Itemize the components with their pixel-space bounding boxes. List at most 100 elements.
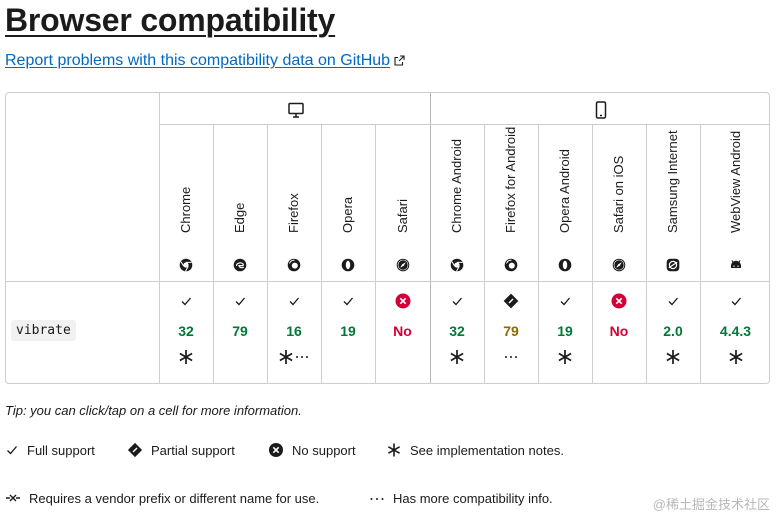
check-icon [668, 297, 678, 306]
asterisk-icon [450, 349, 464, 364]
browser-name: Firefox [286, 193, 301, 233]
asterisk-icon [279, 349, 293, 364]
legend-implementation-notes: See implementation notes. [386, 441, 564, 459]
legend-partial-support: Partial support [127, 441, 235, 459]
report-problems-link[interactable]: Report problems with this compatibility … [5, 52, 405, 70]
browser-header-safari-on-ios: Safari on iOS [592, 125, 646, 281]
support-version: 19 [340, 323, 356, 339]
browser-name: Chrome Android [449, 139, 464, 233]
compat-table: vibrate Chrome 32 Edge 79 Firefox 16 Opera 19 Sa… [5, 92, 770, 384]
legend-full-support: Full support [5, 441, 95, 459]
asterisk-icon [558, 349, 572, 364]
more-info-icon [505, 355, 517, 358]
support-cell-samsung-internet[interactable]: 2.0 [646, 282, 700, 383]
support-notes [646, 348, 700, 372]
support-notes [700, 348, 769, 372]
support-version: 16 [286, 323, 302, 339]
check-icon [181, 297, 191, 306]
opera-logo-icon [341, 258, 355, 272]
legend-notes-label: See implementation notes. [410, 442, 564, 458]
no-support-icon [269, 443, 283, 457]
support-version: 79 [503, 323, 519, 339]
opera-logo-icon [558, 258, 572, 272]
browser-name: Firefox for Android [503, 126, 518, 233]
support-version: 2.0 [663, 323, 683, 339]
browser-header-chrome: Chrome [159, 125, 213, 281]
support-cell-firefox[interactable]: 16 [267, 282, 321, 383]
asterisk-icon [179, 349, 193, 364]
support-cell-webview-android[interactable]: 4.4.3 [700, 282, 769, 383]
support-cell-edge[interactable]: 79 [213, 282, 267, 383]
asterisk-icon [388, 443, 400, 457]
support-version: No [609, 323, 629, 339]
check-icon [452, 297, 462, 306]
browser-name: Safari on iOS [611, 155, 626, 233]
support-cell-chrome[interactable]: 32 [159, 282, 213, 383]
check-icon [731, 297, 741, 306]
browser-header-safari: Safari [375, 125, 430, 281]
check-icon [289, 297, 299, 306]
support-cell-firefox-for-android[interactable]: 79 [484, 282, 538, 383]
support-version: 19 [557, 323, 573, 339]
support-cell-safari[interactable]: No [375, 282, 430, 383]
legend-prefix-label: Requires a vendor prefix or different na… [29, 490, 320, 506]
support-cell-opera-android[interactable]: 19 [538, 282, 592, 383]
legend-no-label: No support [292, 442, 356, 458]
support-version: 4.4.3 [719, 323, 752, 339]
browser-name: WebView Android [727, 130, 743, 233]
more-info-icon [370, 498, 384, 500]
page-title: Browser compatibility [5, 2, 336, 38]
support-version: 32 [449, 323, 465, 339]
browser-name: Opera Android [557, 149, 572, 233]
desktop-icon [288, 102, 304, 118]
more-info-icon [296, 355, 308, 358]
support-notes [430, 348, 484, 372]
support-notes [267, 348, 321, 372]
support-cell-opera[interactable]: 19 [321, 282, 375, 383]
support-cell-chrome-android[interactable]: 32 [430, 282, 484, 383]
browser-name: Safari [394, 199, 410, 233]
check-icon [235, 297, 245, 306]
browser-header-samsung-internet: Samsung Internet [646, 125, 700, 281]
safari-logo-icon [396, 258, 409, 272]
mobile-icon [595, 101, 607, 119]
watermark: @稀土掘金技术社区 [652, 497, 770, 512]
browser-name: Samsung Internet [665, 130, 680, 233]
browser-header-firefox-for-android: Firefox for Android [484, 125, 538, 281]
samsung-logo-icon [666, 258, 680, 272]
report-link-text: Report problems with this compatibility … [5, 52, 391, 69]
feature-name: vibrate [11, 320, 76, 341]
browser-header-firefox: Firefox [267, 125, 321, 281]
safari-logo-icon [612, 258, 626, 272]
legend-full-label: Full support [27, 442, 95, 458]
external-link-icon [394, 55, 405, 66]
browser-header-chrome-android: Chrome Android [430, 125, 484, 281]
browser-name: Chrome [178, 186, 193, 233]
legend-more-info: Has more compatibility info. [369, 489, 553, 507]
partial-support-icon [127, 442, 143, 458]
browser-name: Edge [232, 202, 247, 233]
vendor-prefix-icon [6, 494, 20, 502]
edge-logo-icon [233, 258, 247, 272]
asterisk-icon [728, 349, 743, 364]
legend-vendor-prefix: Requires a vendor prefix or different na… [5, 489, 319, 507]
browser-header-opera: Opera [321, 125, 375, 281]
support-notes [484, 348, 538, 372]
partial-support-icon [503, 293, 519, 309]
firefox-logo-icon [504, 258, 518, 272]
support-version: 32 [178, 323, 194, 339]
check-icon [343, 297, 353, 306]
chrome-logo-icon [450, 258, 464, 272]
legend-partial-label: Partial support [151, 442, 235, 458]
support-notes [538, 348, 592, 372]
support-cell-safari-on-ios[interactable]: No [592, 282, 646, 383]
browser-header-opera-android: Opera Android [538, 125, 592, 281]
check-icon [7, 446, 17, 455]
check-icon [560, 297, 570, 306]
asterisk-icon [666, 349, 680, 364]
no-support-icon [611, 293, 627, 309]
android-logo-icon [730, 260, 741, 268]
support-version: No [393, 323, 412, 339]
firefox-logo-icon [287, 258, 301, 272]
browser-name: Opera [340, 196, 355, 233]
